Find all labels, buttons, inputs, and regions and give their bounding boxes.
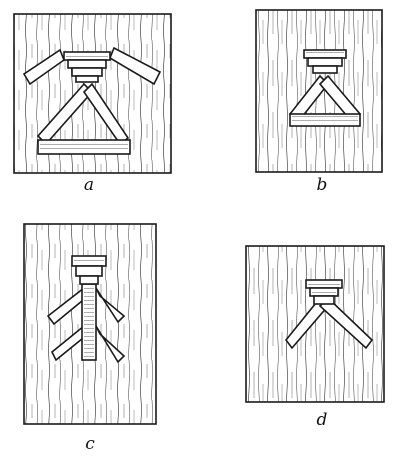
caption-a: a	[84, 175, 94, 195]
lower-right-arm-c	[95, 325, 126, 364]
cap-block-b-2	[307, 57, 343, 67]
cap-block-d-3	[313, 295, 335, 305]
right-arm-a	[109, 46, 162, 86]
panel-c: c	[23, 223, 157, 454]
cap-block-a-3	[71, 67, 103, 77]
upper-right-arm-c	[95, 287, 126, 324]
cap-block-a-4	[75, 75, 99, 83]
board-d	[245, 245, 385, 403]
cap-block-c-3	[79, 275, 99, 285]
caption-d: d	[317, 410, 328, 430]
panel-d: d	[245, 245, 385, 430]
cap-block-a-2	[67, 59, 107, 69]
cap-block-b-3	[312, 65, 338, 74]
panel-b: b	[255, 9, 383, 195]
panel-a: a	[13, 13, 172, 195]
caption-c: c	[85, 434, 95, 454]
right-brace-a	[82, 82, 130, 146]
caption-b: b	[317, 175, 328, 195]
cap-block-c-2	[75, 265, 103, 277]
